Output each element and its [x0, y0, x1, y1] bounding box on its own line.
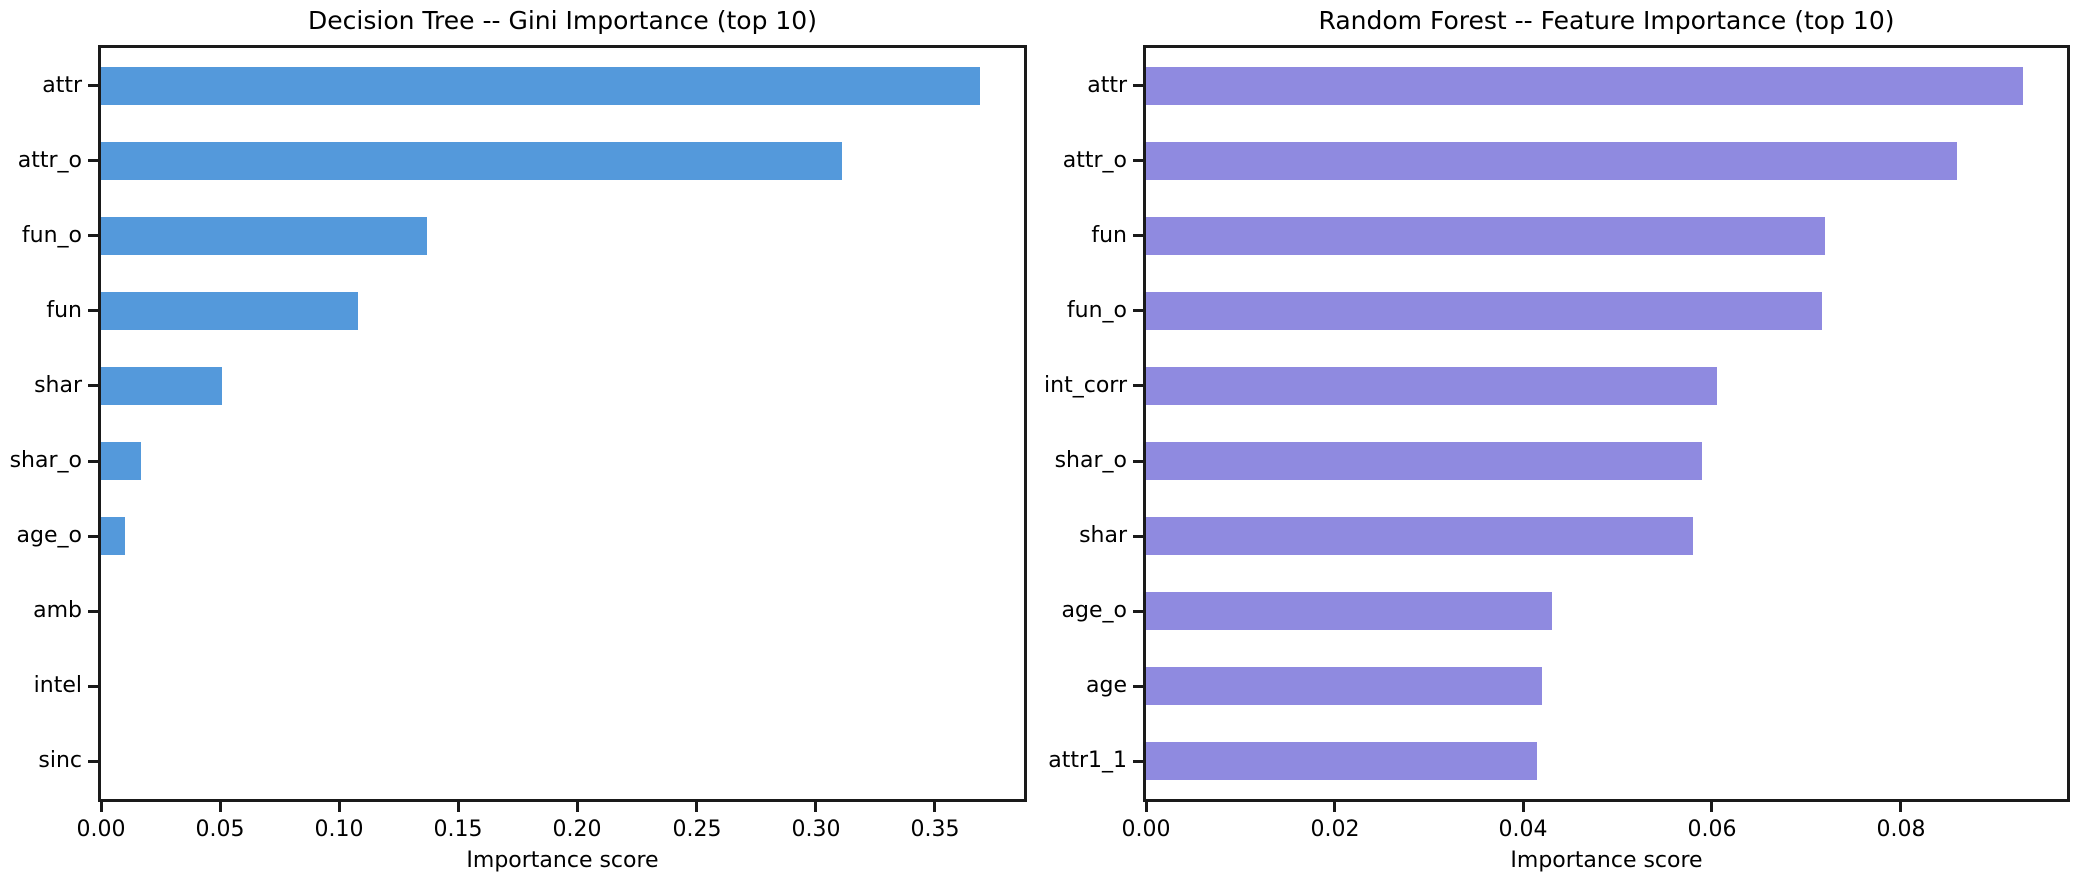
y-tick	[88, 234, 98, 237]
bar-age	[1146, 667, 1542, 705]
x-tick	[814, 802, 817, 812]
y-tick-label-attr_o: attr_o	[17, 148, 82, 173]
bar-attr1_1	[1146, 742, 1537, 780]
x-tick-label: 0.10	[314, 817, 364, 842]
plot-area	[1143, 45, 2070, 802]
y-tick	[88, 84, 98, 87]
x-tick-label: 0.04	[1498, 817, 1548, 842]
bar-shar	[1146, 517, 1693, 555]
bar-int_corr	[1146, 367, 1717, 405]
x-axis-label: Importance score	[1510, 848, 1703, 873]
y-tick	[1133, 309, 1143, 312]
y-tick-label-fun_o: fun_o	[1066, 298, 1127, 323]
y-tick	[88, 384, 98, 387]
x-tick-label: 0.00	[76, 817, 126, 842]
y-tick-label-fun: fun	[46, 298, 82, 323]
x-tick	[219, 802, 222, 812]
x-tick	[338, 802, 341, 812]
x-tick	[1522, 802, 1525, 812]
y-tick	[88, 535, 98, 538]
x-tick-label: 0.00	[1121, 817, 1171, 842]
x-tick	[933, 802, 936, 812]
y-tick	[88, 610, 98, 613]
y-tick-label-attr: attr	[42, 73, 82, 98]
x-tick	[1145, 802, 1148, 812]
y-tick	[1133, 159, 1143, 162]
y-tick-label-intel: intel	[33, 673, 82, 698]
bar-fun_o	[101, 217, 427, 255]
y-tick-label-int_corr: int_corr	[1044, 373, 1127, 398]
bar-shar_o	[101, 442, 141, 480]
bar-fun_o	[1146, 292, 1822, 330]
y-tick-label-attr1_1: attr1_1	[1048, 748, 1127, 773]
y-tick	[88, 760, 98, 763]
y-tick-label-age_o: age_o	[16, 523, 82, 548]
y-tick-label-sinc: sinc	[38, 748, 82, 773]
bar-age_o	[101, 517, 125, 555]
x-tick	[1710, 802, 1713, 812]
y-tick-label-shar_o: shar_o	[9, 448, 82, 473]
x-tick-label: 0.02	[1310, 817, 1360, 842]
x-tick-label: 0.20	[552, 817, 602, 842]
y-tick-label-fun_o: fun_o	[21, 223, 82, 248]
x-tick	[457, 802, 460, 812]
chart-title: Random Forest -- Feature Importance (top…	[1318, 6, 1895, 35]
x-tick-label: 0.05	[195, 817, 245, 842]
bar-shar	[101, 367, 222, 405]
x-tick-label: 0.35	[910, 817, 960, 842]
bar-attr_o	[1146, 142, 1957, 180]
y-tick-label-shar: shar	[34, 373, 82, 398]
y-tick-label-age: age	[1086, 673, 1127, 698]
x-tick-label: 0.25	[672, 817, 722, 842]
x-tick-label: 0.08	[1876, 817, 1926, 842]
y-tick-label-attr: attr	[1087, 73, 1127, 98]
y-tick-label-shar_o: shar_o	[1054, 448, 1127, 473]
y-tick	[88, 309, 98, 312]
plot-area	[98, 45, 1027, 802]
y-tick	[1133, 535, 1143, 538]
y-tick	[88, 460, 98, 463]
x-tick	[100, 802, 103, 812]
y-tick-label-amb: amb	[33, 598, 82, 623]
x-tick-label: 0.30	[791, 817, 841, 842]
y-tick-label-attr_o: attr_o	[1062, 148, 1127, 173]
y-tick	[88, 685, 98, 688]
y-tick	[1133, 760, 1143, 763]
bar-age_o	[1146, 592, 1552, 630]
bar-fun	[1146, 217, 1825, 255]
y-tick	[88, 159, 98, 162]
bar-attr	[101, 67, 980, 105]
y-tick	[1133, 610, 1143, 613]
x-tick	[695, 802, 698, 812]
x-axis-label: Importance score	[466, 848, 659, 873]
bar-fun	[101, 292, 358, 330]
y-tick	[1133, 460, 1143, 463]
bar-shar_o	[1146, 442, 1702, 480]
y-tick-label-shar: shar	[1079, 523, 1127, 548]
y-tick-label-age_o: age_o	[1061, 598, 1127, 623]
bar-attr	[1146, 67, 2023, 105]
bar-attr_o	[101, 142, 842, 180]
x-tick-label: 0.06	[1687, 817, 1737, 842]
x-tick-label: 0.15	[433, 817, 483, 842]
chart-title: Decision Tree -- Gini Importance (top 10…	[308, 6, 817, 35]
y-tick	[1133, 384, 1143, 387]
x-tick	[1899, 802, 1902, 812]
y-tick-label-fun: fun	[1091, 223, 1127, 248]
y-tick	[1133, 234, 1143, 237]
x-tick	[1333, 802, 1336, 812]
y-tick	[1133, 685, 1143, 688]
y-tick	[1133, 84, 1143, 87]
x-tick	[576, 802, 579, 812]
